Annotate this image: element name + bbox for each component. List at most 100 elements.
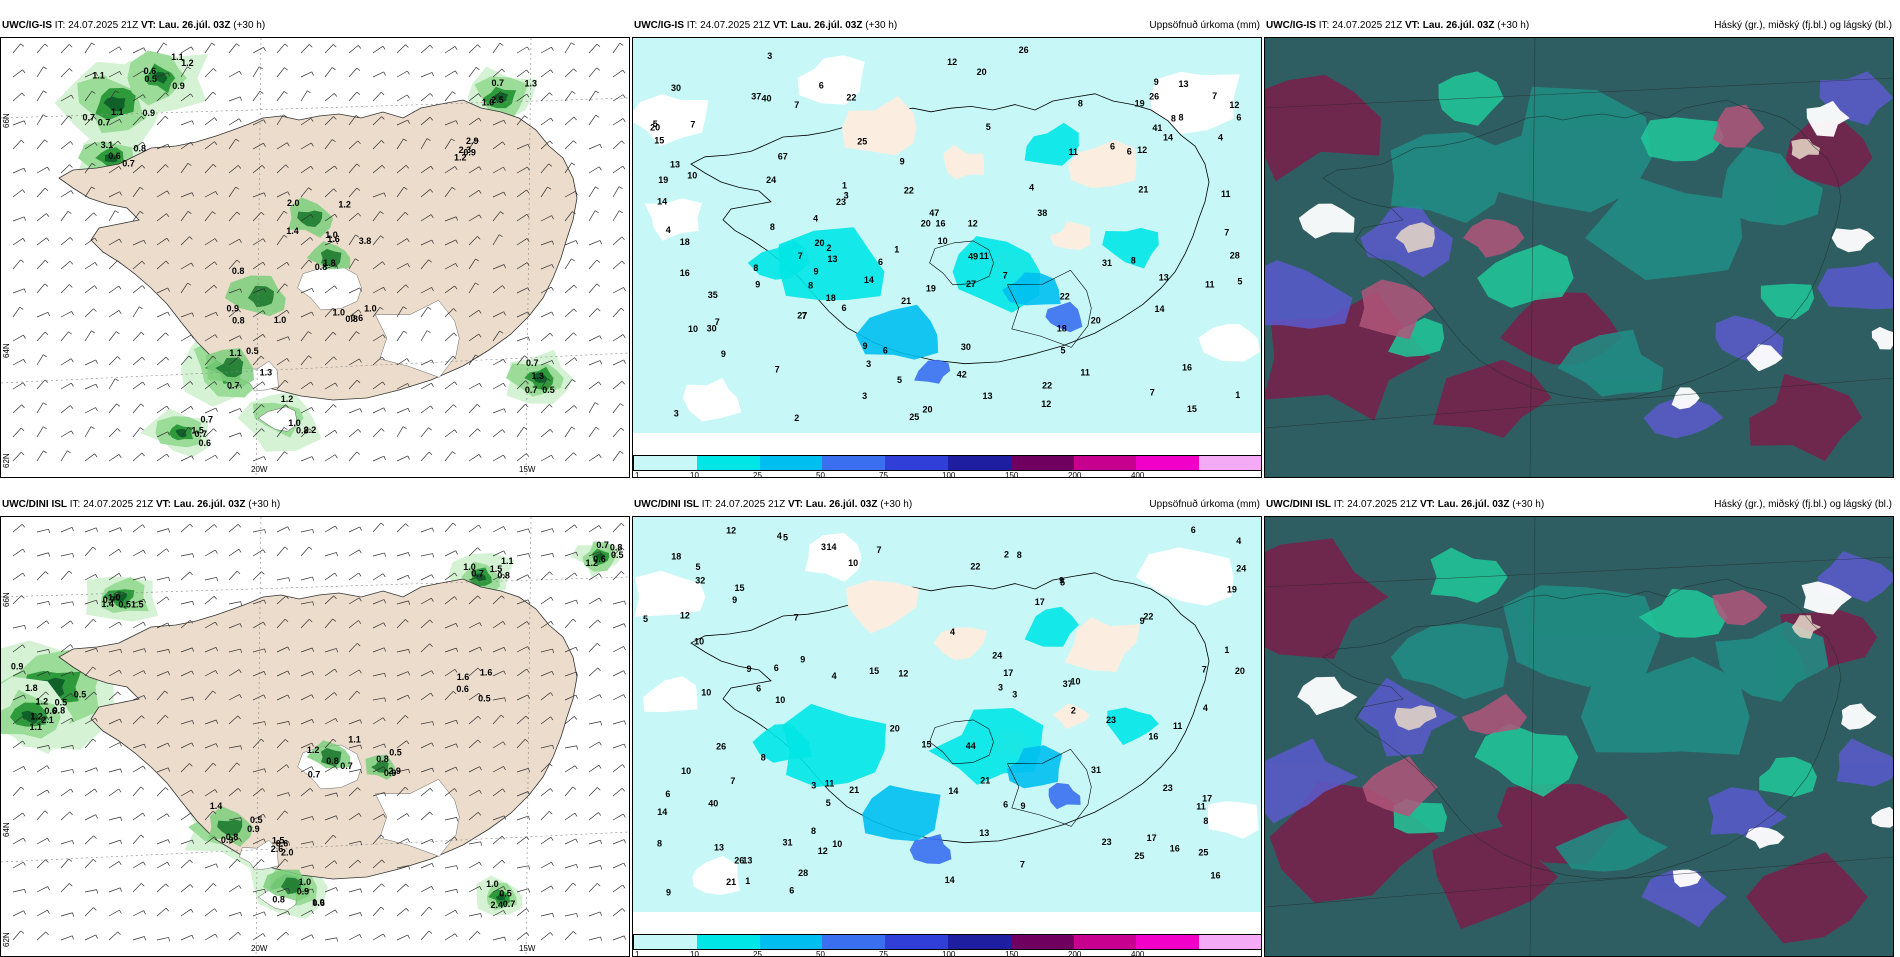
precip-total: 21	[849, 785, 859, 795]
precip-blob	[371, 760, 389, 773]
precip-value: 1.3	[260, 368, 273, 378]
precip-total: 6	[789, 886, 794, 896]
precip-value: 1.1	[501, 556, 514, 566]
precip-value: 1.3	[525, 79, 538, 89]
precip-blob	[297, 210, 323, 227]
precip-total: 4	[950, 627, 955, 637]
model-name: UWC/DINI ISL	[1266, 499, 1331, 510]
valid-time: Lau. 26.júl. 03Z	[790, 20, 863, 31]
colorbar-cells	[633, 455, 1261, 471]
panel-header: UWC/DINI ISL IT: 24.07.2025 21Z VT: Lau.…	[632, 494, 1262, 516]
colorbar-swatch	[1199, 935, 1261, 949]
lon-label: 20W	[251, 465, 268, 474]
precip-blob	[320, 747, 342, 767]
precip-value: 1.5	[131, 599, 144, 609]
precip-total: 16	[1182, 362, 1192, 372]
dry-land	[1049, 221, 1091, 250]
precip-blob	[280, 877, 302, 895]
precip-total: 6	[878, 257, 883, 267]
precip-total: 23	[836, 197, 846, 207]
precip-total: 13	[979, 828, 989, 838]
glacier	[374, 778, 460, 857]
precip-total: 7	[1212, 91, 1217, 101]
precip-value: 0.7	[340, 761, 353, 771]
colorbar-swatch	[1073, 935, 1137, 949]
precip-total: 4	[666, 225, 671, 235]
precip-total: 11	[825, 779, 835, 789]
precip-total: 9	[1059, 576, 1064, 586]
precip-total: 7	[794, 612, 799, 622]
lead-time: (+30 h)	[1497, 20, 1530, 31]
precip-total: 6	[819, 81, 824, 91]
colorbar-tick: 75	[879, 950, 888, 957]
precip-total: 25	[1198, 847, 1208, 857]
precip-value: 0.6	[144, 66, 157, 76]
precip-total: 20	[977, 67, 987, 77]
dry-area	[797, 55, 865, 105]
wind-map: 20W 15W 66N 64N 62N 0.5 0.8 1.0 0.7 0.8 0.9 1.0 0.8 0…	[0, 516, 630, 957]
cloud-patch	[1438, 71, 1504, 126]
lead-time: (+30 h)	[865, 20, 898, 31]
glacier-outline	[929, 719, 994, 765]
cloud-patch	[1640, 117, 1724, 162]
precip-value: 0.9	[11, 662, 24, 672]
cloud-map-svg	[1265, 38, 1893, 477]
precip-total: 17	[1003, 668, 1013, 678]
precip-value: 1.0	[325, 230, 338, 240]
cloud-patch	[1791, 139, 1820, 160]
precip-value: 1.1	[92, 71, 105, 81]
cloud-layer	[1297, 581, 1893, 888]
valid-time: Lau. 26.júl. 03Z	[805, 499, 878, 510]
precip-labels: 1.11.23.12.52.91.40.91.00.72.21.50.71.00…	[83, 52, 555, 448]
colorbar-tick: 50	[816, 471, 825, 478]
valid-label: VT:	[1419, 499, 1435, 510]
precip-value: 0.7	[83, 113, 96, 123]
glacier	[239, 839, 279, 871]
precip-total: 25	[1134, 851, 1144, 861]
lead-time: (+30 h)	[1512, 499, 1545, 510]
cloud-patch	[1585, 177, 1743, 280]
precip-total: 6	[774, 663, 779, 673]
precip-blob	[596, 553, 605, 561]
colorbar-swatch	[885, 935, 948, 949]
precip-total: 8	[1179, 113, 1184, 123]
precip-value: 0.8	[53, 706, 66, 716]
cloud-title: Háský (gr.), miðský (fj.bl.) og lágský (…	[1714, 20, 1892, 31]
valid-label: VT:	[1404, 20, 1420, 31]
precip-total: 8	[808, 281, 813, 291]
cloud-patch	[1265, 74, 1382, 182]
precip-area	[1045, 301, 1083, 333]
precip-value: 0.9	[143, 108, 156, 118]
precip-total: 4	[1218, 133, 1223, 143]
cloud-patch	[1759, 756, 1817, 797]
wind-barbs	[12, 522, 626, 942]
precip-value: 0.8	[376, 754, 389, 764]
lead-time: (+30 h)	[248, 499, 281, 510]
model-name: UWC/IG-IS	[634, 20, 684, 31]
dry-area	[1150, 71, 1240, 135]
dry-land	[1064, 617, 1140, 672]
precip-total: 2	[826, 243, 831, 253]
cloud-map-svg	[1265, 517, 1893, 956]
dry-area	[644, 198, 702, 241]
precip-total: 15	[654, 135, 664, 145]
precip-total: 13	[670, 159, 680, 169]
precip-blob	[154, 71, 168, 84]
precip-area	[1107, 707, 1159, 746]
colorbar-swatch	[822, 935, 886, 949]
precip-total: 23	[1102, 837, 1112, 847]
precip-total: 30	[671, 83, 681, 93]
precip-total: 10	[681, 766, 691, 776]
precip-value: 0.9	[172, 81, 185, 91]
precip-total: 27	[797, 311, 807, 321]
precip-area	[752, 724, 812, 763]
precip-value: 0.8	[610, 542, 623, 552]
precip-total: 17	[1147, 833, 1157, 843]
colorbar-swatch	[947, 456, 1011, 470]
colorbar-swatch	[634, 935, 697, 949]
precip-total: 10	[848, 558, 858, 568]
precip-total: 13	[714, 843, 724, 853]
precip-total: 20	[1235, 666, 1245, 676]
precip-total: 37	[751, 92, 761, 102]
